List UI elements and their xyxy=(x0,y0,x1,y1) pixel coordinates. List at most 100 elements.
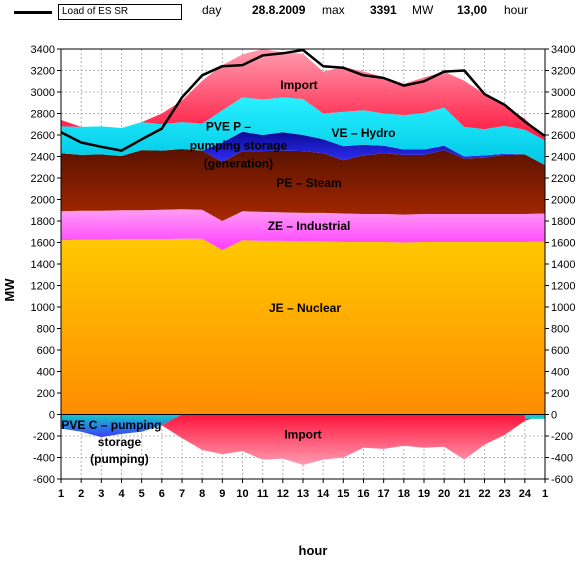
x-tick-label: 2 xyxy=(78,488,84,500)
y-tick-label-left: 200 xyxy=(37,388,55,400)
x-tick-label: 9 xyxy=(219,488,225,500)
y-tick-label-left: 1800 xyxy=(31,216,55,228)
y-tick-label-right: 2200 xyxy=(551,173,575,185)
y-tick-label-left: 600 xyxy=(37,345,55,357)
y-tick-label-right: 1200 xyxy=(551,281,575,293)
area-industrial xyxy=(61,209,545,250)
y-tick-label-right: 3400 xyxy=(551,44,575,56)
x-axis-title: hour xyxy=(299,543,328,558)
area-annotation: (generation) xyxy=(204,156,273,170)
legend xyxy=(58,4,182,20)
area-series xyxy=(61,49,545,465)
area-annotation: Import xyxy=(284,428,321,442)
area-import-negative xyxy=(61,414,545,465)
x-tick-label: 24 xyxy=(519,488,532,500)
unit-label: MW xyxy=(412,3,434,17)
area-annotation: storage xyxy=(98,435,142,449)
x-tick-label: 18 xyxy=(398,488,410,500)
x-tick-label: 6 xyxy=(159,488,165,500)
y-tick-label-left: 2000 xyxy=(31,195,55,207)
y-tick-label-right: 1400 xyxy=(551,259,575,271)
max-label: max xyxy=(322,3,345,17)
time-label: hour xyxy=(504,3,529,17)
y-tick-label-left: 400 xyxy=(37,367,55,379)
y-tick-label-left: -400 xyxy=(33,453,55,465)
y-tick-label-left: 0 xyxy=(49,410,55,422)
x-tick-label: 16 xyxy=(357,488,369,500)
y-tick-label-right: 2000 xyxy=(551,195,575,207)
x-tick-label: 17 xyxy=(378,488,390,500)
y-tick-label-right: 200 xyxy=(551,388,569,400)
x-tick-label: 23 xyxy=(499,488,511,500)
area-pumping-generation xyxy=(61,131,545,166)
legend-label: Load of ES SR xyxy=(62,6,129,17)
x-tick-label: 1 xyxy=(58,488,64,500)
y-tick-label-right: 2400 xyxy=(551,152,575,164)
time-value: 13,00 xyxy=(457,3,488,17)
y-tick-label-right: 1800 xyxy=(551,216,575,228)
y-tick-label-right: 0 xyxy=(551,410,557,422)
x-tick-label: 7 xyxy=(179,488,185,500)
y-tick-label-left: 2200 xyxy=(31,173,55,185)
load-line xyxy=(60,48,546,152)
y-tick-label-left: 2600 xyxy=(31,130,55,142)
x-tick-label: 15 xyxy=(337,488,349,500)
y-tick-label-left: -600 xyxy=(33,474,55,486)
y-tick-label-right: 2600 xyxy=(551,130,575,142)
y-tick-label-left: 3200 xyxy=(31,66,55,78)
area-annotation: pumping storage xyxy=(190,139,288,153)
y-axis-title: MW xyxy=(2,278,17,302)
y-tick-label-left: 1000 xyxy=(31,302,55,314)
y-tick-label-right: 800 xyxy=(551,324,569,336)
y-tick-label-right: 400 xyxy=(551,367,569,379)
area-annotation: VE – Hydro xyxy=(331,126,395,140)
x-tick-label: 19 xyxy=(418,488,430,500)
y-tick-label-left: 1600 xyxy=(31,238,55,250)
y-tick-label-left: 3400 xyxy=(31,44,55,56)
y-tick-label-left: 3000 xyxy=(31,87,55,99)
area-annotation: (pumping) xyxy=(90,452,149,466)
area-annotation: Import xyxy=(280,78,317,92)
x-tick-label: 11 xyxy=(257,488,269,500)
area-hydro xyxy=(61,97,545,166)
x-tick-label: 12 xyxy=(277,488,289,500)
area-steam xyxy=(61,149,545,221)
area-pumping-consumption xyxy=(61,414,545,438)
area-import xyxy=(61,49,545,141)
load-line-layer xyxy=(60,48,546,152)
area-annotation: PVE P – xyxy=(206,120,251,134)
y-tick-label-right: 3000 xyxy=(551,87,575,99)
legend-line-swatch xyxy=(14,11,52,14)
x-tick-label: 22 xyxy=(478,488,490,500)
x-tick-label: 10 xyxy=(236,488,248,500)
max-value: 3391 xyxy=(370,3,397,17)
y-tick-label-left: 2800 xyxy=(31,109,55,121)
date-value: 28.8.2009 xyxy=(252,3,306,17)
y-tick-label-right: -200 xyxy=(551,431,573,443)
area-annotation: PVE C – pumping xyxy=(61,418,161,432)
y-tick-label-left: 800 xyxy=(37,324,55,336)
x-tick-label: 14 xyxy=(317,488,330,500)
x-tick-label: 5 xyxy=(139,488,145,500)
chart-header: Load of ES SR day 28.8.2009 max 3391 MW … xyxy=(0,0,582,24)
y-tick-label-right: 1000 xyxy=(551,302,575,314)
y-tick-label-right: 600 xyxy=(551,345,569,357)
y-tick-label-left: -200 xyxy=(33,431,55,443)
y-tick-label-left: 1400 xyxy=(31,259,55,271)
y-tick-label-right: 2800 xyxy=(551,109,575,121)
x-tick-label: 3 xyxy=(98,488,104,500)
y-tick-label-right: -400 xyxy=(551,453,573,465)
y-tick-label-right: -600 xyxy=(551,474,573,486)
y-tick-label-left: 1200 xyxy=(31,281,55,293)
day-label: day xyxy=(202,3,222,17)
annotations: Import PVE P – pumping storage (generation)… xyxy=(61,78,395,466)
axes: -600 -600 -400 -400 -200 -200 0 0 200 200 400 400 60… xyxy=(2,44,575,558)
area-annotation: ZE – Industrial xyxy=(268,219,351,233)
x-tick-label: 13 xyxy=(297,488,309,500)
area-nuclear xyxy=(61,238,545,415)
x-tick-label: 20 xyxy=(438,488,450,500)
x-tick-label: 21 xyxy=(458,488,470,500)
y-tick-label-right: 3200 xyxy=(551,66,575,78)
x-tick-label: 4 xyxy=(118,488,125,500)
